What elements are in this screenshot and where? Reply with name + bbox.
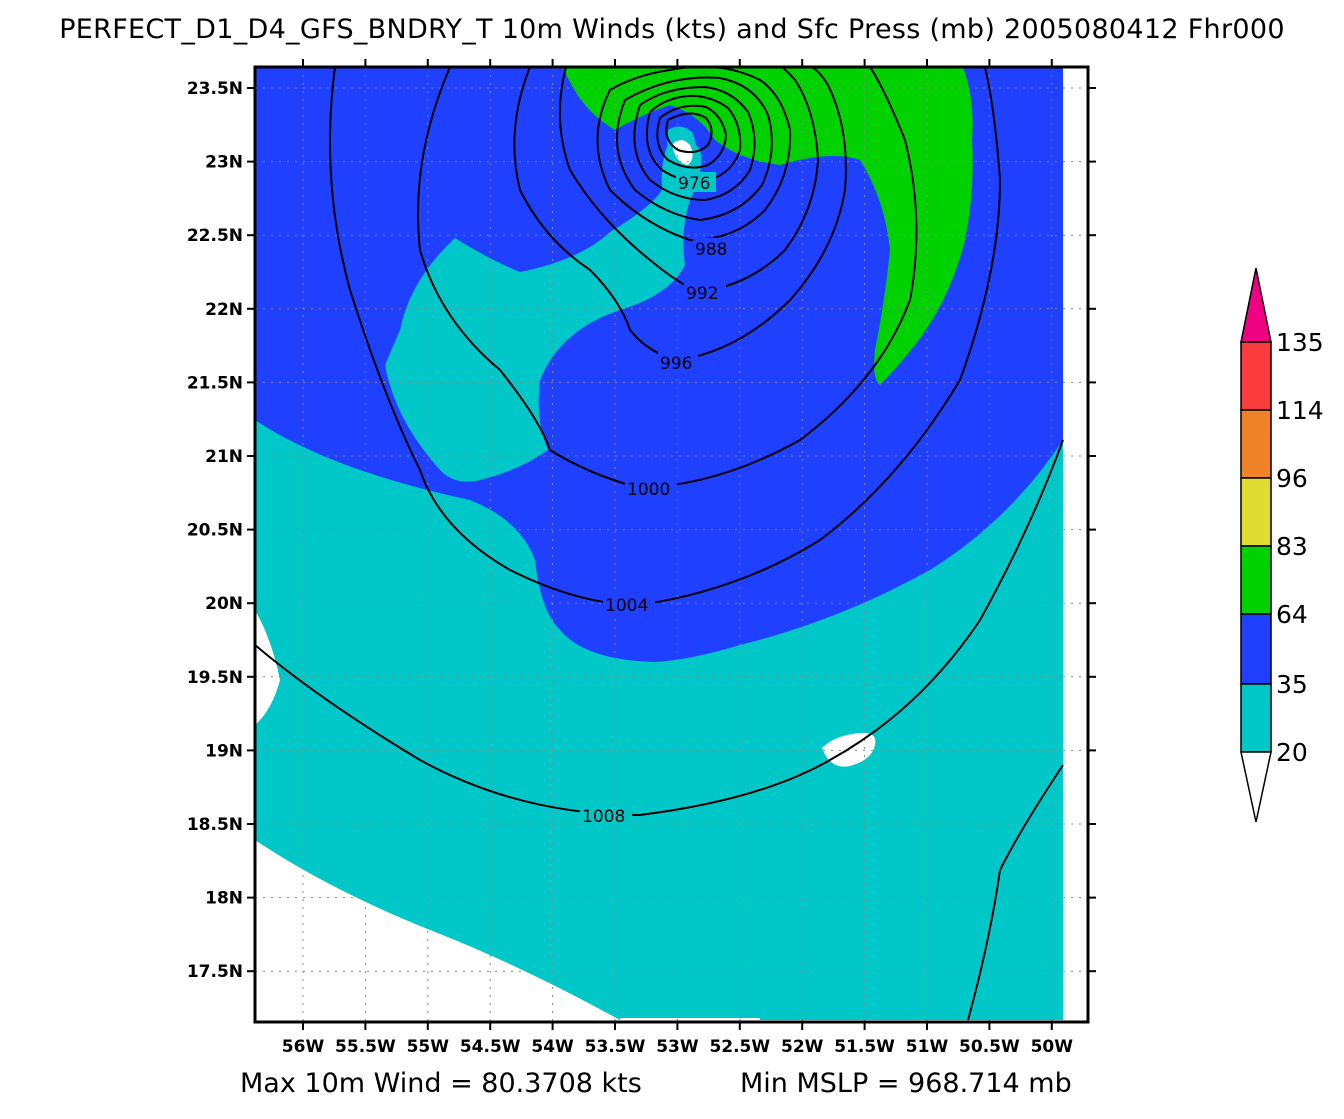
lon-tick-label: 51W bbox=[906, 1037, 949, 1057]
lat-tick-label: 21N bbox=[205, 447, 243, 467]
contour-968 bbox=[665, 112, 713, 154]
contour-1008 bbox=[255, 439, 1064, 817]
wind-region-64-83 bbox=[563, 67, 973, 385]
lon-tick-label: 50W bbox=[1031, 1037, 1074, 1057]
plot-frame bbox=[253, 65, 1090, 1024]
colorbar-label-114: 114 bbox=[1276, 396, 1324, 425]
latitude-axis: 23.5N 23N 22.5N 22N 21.5N 21N 20.5N 20N 19.5N 19N… bbox=[187, 79, 1096, 982]
lon-tick-label: 55W bbox=[407, 1037, 450, 1057]
contour-992 bbox=[558, 67, 820, 294]
lon-tick-label: 54W bbox=[531, 1037, 574, 1057]
page-title: PERFECT_D1_D4_GFS_BNDRY_T 10m Winds (kts… bbox=[59, 14, 1285, 45]
max-wind-text: Max 10m Wind = 80.3708 kts bbox=[240, 1068, 642, 1099]
lon-tick-label: 53.5W bbox=[585, 1037, 646, 1057]
lat-tick-label: 18.5N bbox=[187, 815, 243, 835]
colorbar-label-135: 135 bbox=[1276, 328, 1324, 357]
lat-tick-label: 17.5N bbox=[187, 962, 243, 982]
colorbar-label-20: 20 bbox=[1276, 738, 1308, 767]
contour-label-976: 976 bbox=[678, 174, 710, 194]
contour-1012 bbox=[967, 764, 1064, 1021]
contour-label-1008: 1008 bbox=[582, 807, 625, 827]
lon-tick-label: 51.5W bbox=[834, 1037, 895, 1057]
colorbar-upper-arrow bbox=[1240, 267, 1272, 343]
contour-label-group: 976 988 992 996 1000 1004 1008 bbox=[580, 172, 735, 827]
lat-tick-label: 19.5N bbox=[187, 668, 243, 688]
footer-stats: Max 10m Wind = 80.3708 kts Min MSLP = 96… bbox=[0, 1068, 1344, 1108]
lon-tick-label: 54.5W bbox=[460, 1037, 521, 1057]
lat-tick-label: 19N bbox=[205, 741, 243, 761]
lon-tick-label: 56W bbox=[282, 1037, 325, 1057]
longitude-axis: 56W 55.5W 55W 54.5W 54W 53.5W 53W 52.5W 52W 51.5W… bbox=[282, 59, 1073, 1057]
contour-label-1000: 1000 bbox=[627, 480, 670, 500]
colorbar-lower-arrow bbox=[1240, 751, 1272, 823]
contour-976 bbox=[645, 94, 742, 183]
lat-tick-label: 20N bbox=[205, 594, 243, 614]
lat-tick-label: 22.5N bbox=[187, 226, 243, 246]
contour-label-992: 992 bbox=[686, 284, 718, 304]
contour-label-996: 996 bbox=[660, 354, 692, 374]
wind-speed-shading bbox=[255, 67, 1088, 1022]
lat-tick-label: 18N bbox=[205, 889, 243, 909]
colorbar-label-96: 96 bbox=[1276, 464, 1308, 493]
no-data-strip bbox=[1063, 67, 1088, 1022]
contour-label-988: 988 bbox=[695, 240, 727, 260]
colorbar-20-35 bbox=[1240, 683, 1272, 753]
colorbar-114-135 bbox=[1240, 341, 1272, 411]
colorbar-label-35: 35 bbox=[1276, 670, 1308, 699]
lon-tick-label: 52.5W bbox=[709, 1037, 770, 1057]
colorbar-label-83: 83 bbox=[1276, 532, 1308, 561]
lon-tick-label: 55.5W bbox=[335, 1037, 396, 1057]
contour-label-1004: 1004 bbox=[605, 596, 648, 616]
contour-980 bbox=[633, 85, 756, 202]
colorbar-64-83 bbox=[1240, 545, 1272, 615]
contour-972 bbox=[656, 104, 728, 169]
contour-984 bbox=[616, 76, 773, 222]
lat-tick-label: 22N bbox=[205, 300, 243, 320]
colorbar: 135 114 96 83 64 35 20 bbox=[1240, 267, 1324, 823]
lon-tick-label: 53W bbox=[656, 1037, 699, 1057]
lat-tick-label: 21.5N bbox=[187, 373, 243, 393]
lat-tick-label: 20.5N bbox=[187, 521, 243, 541]
colorbar-label-64: 64 bbox=[1276, 600, 1308, 629]
lat-tick-label: 23N bbox=[205, 153, 243, 173]
colorbar-83-96 bbox=[1240, 477, 1272, 547]
min-mslp-text: Min MSLP = 968.714 mb bbox=[740, 1068, 1072, 1099]
lon-tick-label: 52W bbox=[781, 1037, 824, 1057]
lon-tick-label: 50.5W bbox=[959, 1037, 1020, 1057]
lat-tick-label: 23.5N bbox=[187, 79, 243, 99]
colorbar-35-64 bbox=[1240, 613, 1272, 685]
colorbar-96-114 bbox=[1240, 409, 1272, 479]
wind-region-calm-eye bbox=[672, 140, 693, 165]
map-figure: 976 988 992 996 1000 1004 1008 23.5N23N2… bbox=[187, 59, 1324, 1057]
